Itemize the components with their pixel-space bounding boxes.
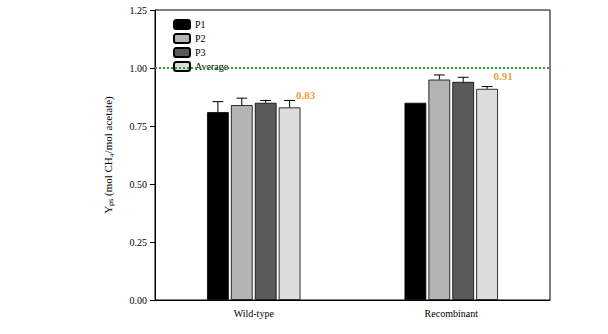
svg-text:Yₚₛ (mol CH₄/mol acetate): Yₚₛ (mol CH₄/mol acetate) [102, 96, 115, 214]
svg-text:Wild-type: Wild-type [234, 308, 275, 319]
svg-text:0.83: 0.83 [296, 89, 316, 101]
svg-text:0.75: 0.75 [130, 121, 148, 132]
svg-text:1.25: 1.25 [130, 5, 148, 16]
svg-text:P2: P2 [195, 33, 206, 44]
svg-text:0.25: 0.25 [130, 237, 148, 248]
svg-text:0.50: 0.50 [130, 179, 148, 190]
svg-text:0.00: 0.00 [130, 295, 148, 306]
svg-text:P1: P1 [195, 19, 206, 30]
svg-text:Average: Average [195, 61, 229, 72]
svg-text:1.00: 1.00 [130, 63, 148, 74]
svg-text:0.91: 0.91 [493, 70, 512, 82]
svg-text:Recombinant: Recombinant [425, 308, 479, 319]
svg-text:P3: P3 [195, 47, 206, 58]
